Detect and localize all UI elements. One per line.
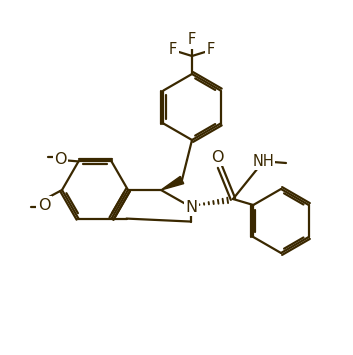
Text: F: F xyxy=(188,33,196,48)
Text: O: O xyxy=(211,149,223,164)
Text: O: O xyxy=(54,152,67,167)
Text: NH: NH xyxy=(252,153,274,169)
Text: F: F xyxy=(169,43,177,58)
Polygon shape xyxy=(161,176,184,190)
Text: O: O xyxy=(38,197,50,213)
Text: N: N xyxy=(185,200,197,214)
Text: F: F xyxy=(207,43,215,58)
